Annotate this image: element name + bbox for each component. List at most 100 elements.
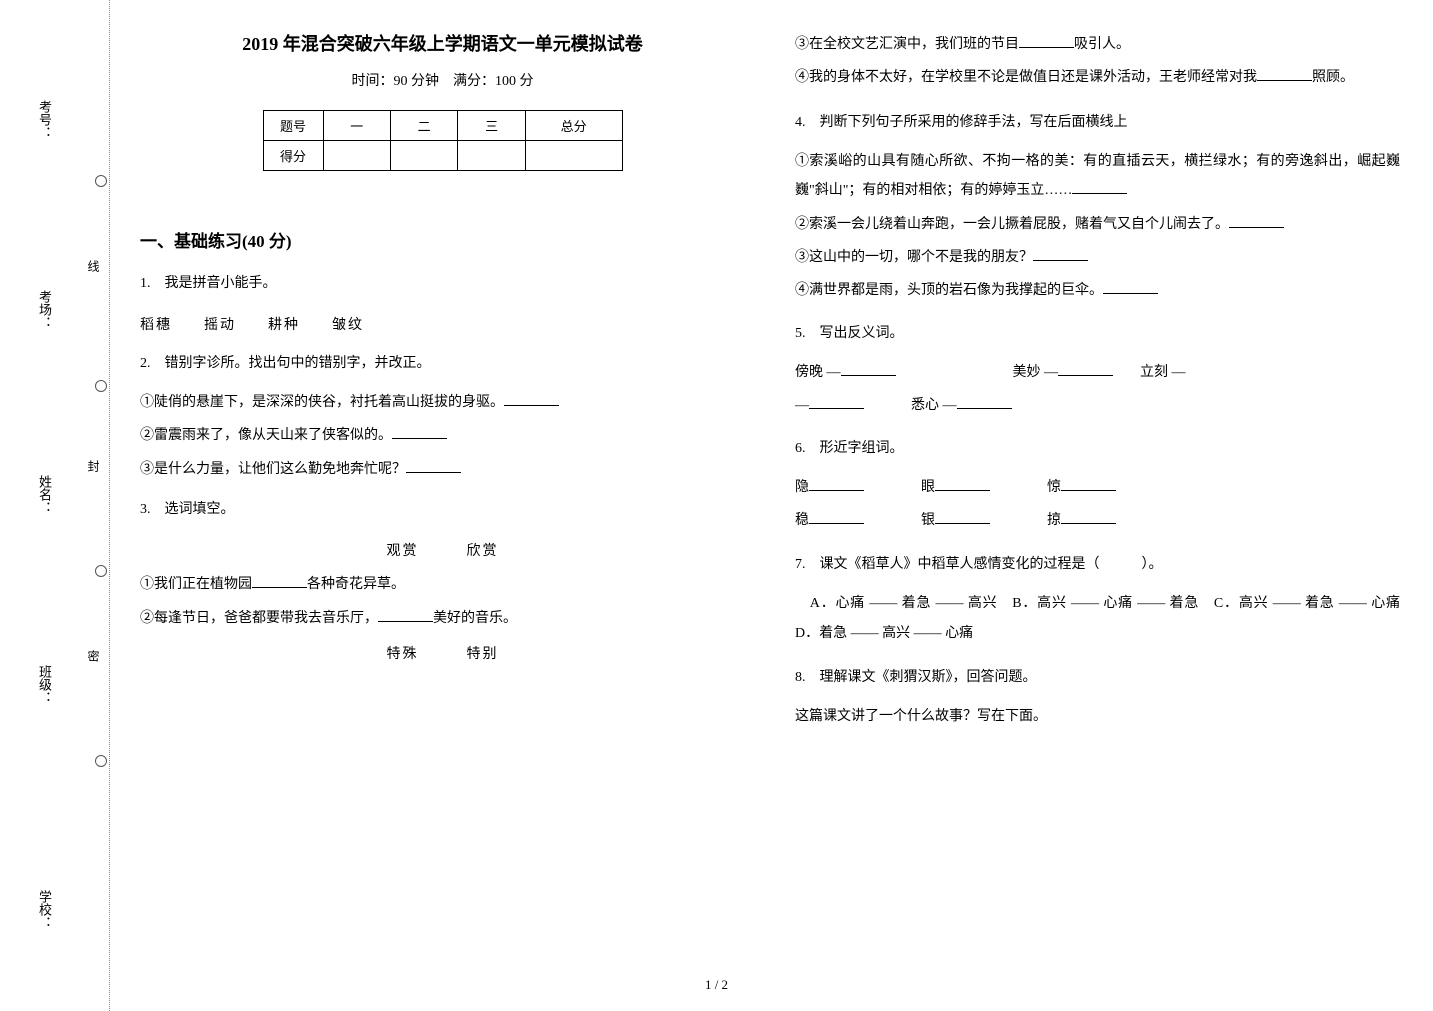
blank xyxy=(1103,280,1158,294)
q3-s4b: 照顾。 xyxy=(1312,70,1354,85)
blank xyxy=(1058,362,1113,376)
q6-r2c2: 银 xyxy=(921,513,935,528)
blank xyxy=(1072,180,1127,194)
q6-r1c1: 隐 xyxy=(795,480,809,495)
q3-s1a: ①我们正在植物园 xyxy=(140,577,252,592)
blank xyxy=(1061,477,1116,491)
td-blank xyxy=(390,141,457,171)
q6-stem: 6. 形近字组词。 xyxy=(795,435,1400,463)
q5-w4: 悉心 — xyxy=(911,398,957,413)
th-col: 一 xyxy=(323,111,390,141)
q4-s4-text: ④满世界都是雨，头顶的岩石像为我撑起的巨伞。 xyxy=(795,283,1103,298)
q7-opts: A．心痛 —— 着急 —— 高兴 B．高兴 —— 心痛 —— 着急 C．高兴 —… xyxy=(795,589,1400,648)
binding-dotted-feng: 封 xyxy=(85,460,102,472)
content-area: 2019 年混合突破六年级上学期语文一单元模拟试卷 时间：90 分钟 满分：10… xyxy=(140,30,1400,980)
blank xyxy=(1033,247,1088,261)
binding-circle xyxy=(95,565,107,577)
q5-w3: 立刻 — xyxy=(1140,365,1186,380)
table-row: 题号 一 二 三 总分 xyxy=(263,111,622,141)
q3-s3a: ③在全校文艺汇演中，我们班的节目 xyxy=(795,37,1019,52)
binding-circle xyxy=(95,175,107,187)
th-label: 题号 xyxy=(263,111,323,141)
q6-r1c2: 眼 xyxy=(921,480,935,495)
q4-s4: ④满世界都是雨，头顶的岩石像为我撑起的巨伞。 xyxy=(795,276,1400,305)
q7-stem: 7. 课文《稻草人》中稻草人感情变化的过程是（ ）。 xyxy=(795,551,1400,579)
q3-stem: 3. 选词填空。 xyxy=(140,496,745,524)
blank xyxy=(406,459,461,473)
blank xyxy=(392,425,447,439)
blank xyxy=(809,395,864,409)
q3-pair1: 观赏 欣赏 xyxy=(140,540,745,560)
q2-s1-text: ①陡俏的悬崖下，是深深的侠谷，衬托着高山挺拔的身驱。 xyxy=(140,395,504,410)
q3-s2a: ②每逢节日，爸爸都要带我去音乐厅， xyxy=(140,611,378,626)
q4-s2-text: ②索溪一会儿绕着山奔跑，一会儿撅着屁股，赌着气又自个儿闹去了。 xyxy=(795,217,1229,232)
q8-stem: 8. 理解课文《刺猬汉斯》，回答问题。 xyxy=(795,664,1400,692)
blank xyxy=(809,510,864,524)
q3-s1: ①我们正在植物园 各种奇花异草。 xyxy=(140,570,745,599)
q5-stem: 5. 写出反义词。 xyxy=(795,320,1400,348)
binding-dotted-xian: 线 xyxy=(85,260,102,272)
binding-label-xingming: 姓名： xyxy=(35,475,54,514)
q5-line1: 傍晚 — 美妙 — 立刻 — xyxy=(795,358,1400,387)
binding-circle xyxy=(95,380,107,392)
binding-label-kaochang: 考场： xyxy=(35,290,54,329)
blank xyxy=(252,574,307,588)
score-table: 题号 一 二 三 总分 得分 xyxy=(263,110,623,171)
q3-s2b: 美好的音乐。 xyxy=(433,611,517,626)
blank xyxy=(809,477,864,491)
exam-title: 2019 年混合突破六年级上学期语文一单元模拟试卷 xyxy=(140,30,745,56)
page-number: 1 / 2 xyxy=(705,977,728,993)
q2-s3-text: ③是什么力量，让他们这么勤免地奔忙呢？ xyxy=(140,462,406,477)
q5-line2: — 悉心 — xyxy=(795,391,1400,420)
q5-w2: 美妙 — xyxy=(1013,365,1059,380)
q2-s2: ②雷震雨来了，像从天山来了侠客似的。 xyxy=(140,421,745,450)
q2-s3: ③是什么力量，让他们这么勤免地奔忙呢？ xyxy=(140,455,745,484)
q8-sub: 这篇课文讲了一个什么故事？写在下面。 xyxy=(795,702,1400,731)
q3-s1b: 各种奇花异草。 xyxy=(307,577,405,592)
q2-stem: 2. 错别字诊所。找出句中的错别字，并改正。 xyxy=(140,350,745,378)
q6-row1: 隐 眼 惊 xyxy=(795,473,1400,502)
q3-s2: ②每逢节日，爸爸都要带我去音乐厅， 美好的音乐。 xyxy=(140,604,745,633)
section1-heading: 一、基础练习(40 分) xyxy=(140,227,745,252)
q3-s4a: ④我的身体不太好，在学校里不论是做值日还是课外活动，王老师经常对我 xyxy=(795,70,1257,85)
q6-r1c3: 惊 xyxy=(1047,480,1061,495)
q3-s3b: 吸引人。 xyxy=(1074,37,1130,52)
blank xyxy=(1257,67,1312,81)
q1-stem: 1. 我是拼音小能手。 xyxy=(140,270,745,298)
th-col: 总分 xyxy=(525,111,622,141)
blank xyxy=(1019,34,1074,48)
column-right: ③在全校文艺汇演中，我们班的节目 吸引人。 ④我的身体不太好，在学校里不论是做值日… xyxy=(795,30,1400,980)
q1-words: 稻穗 摇动 耕种 皱纹 xyxy=(140,314,745,334)
q4-s1: ①索溪峪的山具有随心所欲、不拘一格的美：有的直插云天，横拦绿水；有的旁逸斜出，崛… xyxy=(795,147,1400,206)
binding-label-banji: 班级： xyxy=(35,665,54,704)
q4-s2: ②索溪一会儿绕着山奔跑，一会儿撅着屁股，赌着气又自个儿闹去了。 xyxy=(795,210,1400,239)
blank xyxy=(841,362,896,376)
exam-subtitle: 时间：90 分钟 满分：100 分 xyxy=(140,70,745,90)
q3-pair2: 特殊 特别 xyxy=(140,643,745,663)
binding-edge: 考号： 线 考场： 封 姓名： 密 班级： 学校： xyxy=(0,0,110,1011)
td-blank xyxy=(323,141,390,171)
binding-label-kaohao: 考号： xyxy=(35,100,54,139)
blank xyxy=(957,395,1012,409)
q4-s3: ③这山中的一切，哪个不是我的朋友？ xyxy=(795,243,1400,272)
q4-stem: 4. 判断下列句子所采用的修辞手法，写在后面横线上 xyxy=(795,109,1400,137)
q2-s1: ①陡俏的悬崖下，是深深的侠谷，衬托着高山挺拔的身驱。 xyxy=(140,388,745,417)
column-left: 2019 年混合突破六年级上学期语文一单元模拟试卷 时间：90 分钟 满分：10… xyxy=(140,30,745,980)
td-blank xyxy=(525,141,622,171)
td-label: 得分 xyxy=(263,141,323,171)
q6-r2c3: 掠 xyxy=(1047,513,1061,528)
blank xyxy=(935,510,990,524)
q2-s2-text: ②雷震雨来了，像从天山来了侠客似的。 xyxy=(140,428,392,443)
q4-s3-text: ③这山中的一切，哪个不是我的朋友？ xyxy=(795,250,1033,265)
blank xyxy=(935,477,990,491)
q5-w1: 傍晚 — xyxy=(795,365,841,380)
q6-r2c1: 稳 xyxy=(795,513,809,528)
blank xyxy=(378,608,433,622)
table-row: 得分 xyxy=(263,141,622,171)
q3-s4: ④我的身体不太好，在学校里不论是做值日还是课外活动，王老师经常对我 照顾。 xyxy=(795,63,1400,92)
blank xyxy=(1061,510,1116,524)
blank xyxy=(504,392,559,406)
binding-circle xyxy=(95,755,107,767)
th-col: 二 xyxy=(390,111,457,141)
q6-row2: 稳 银 掠 xyxy=(795,506,1400,535)
